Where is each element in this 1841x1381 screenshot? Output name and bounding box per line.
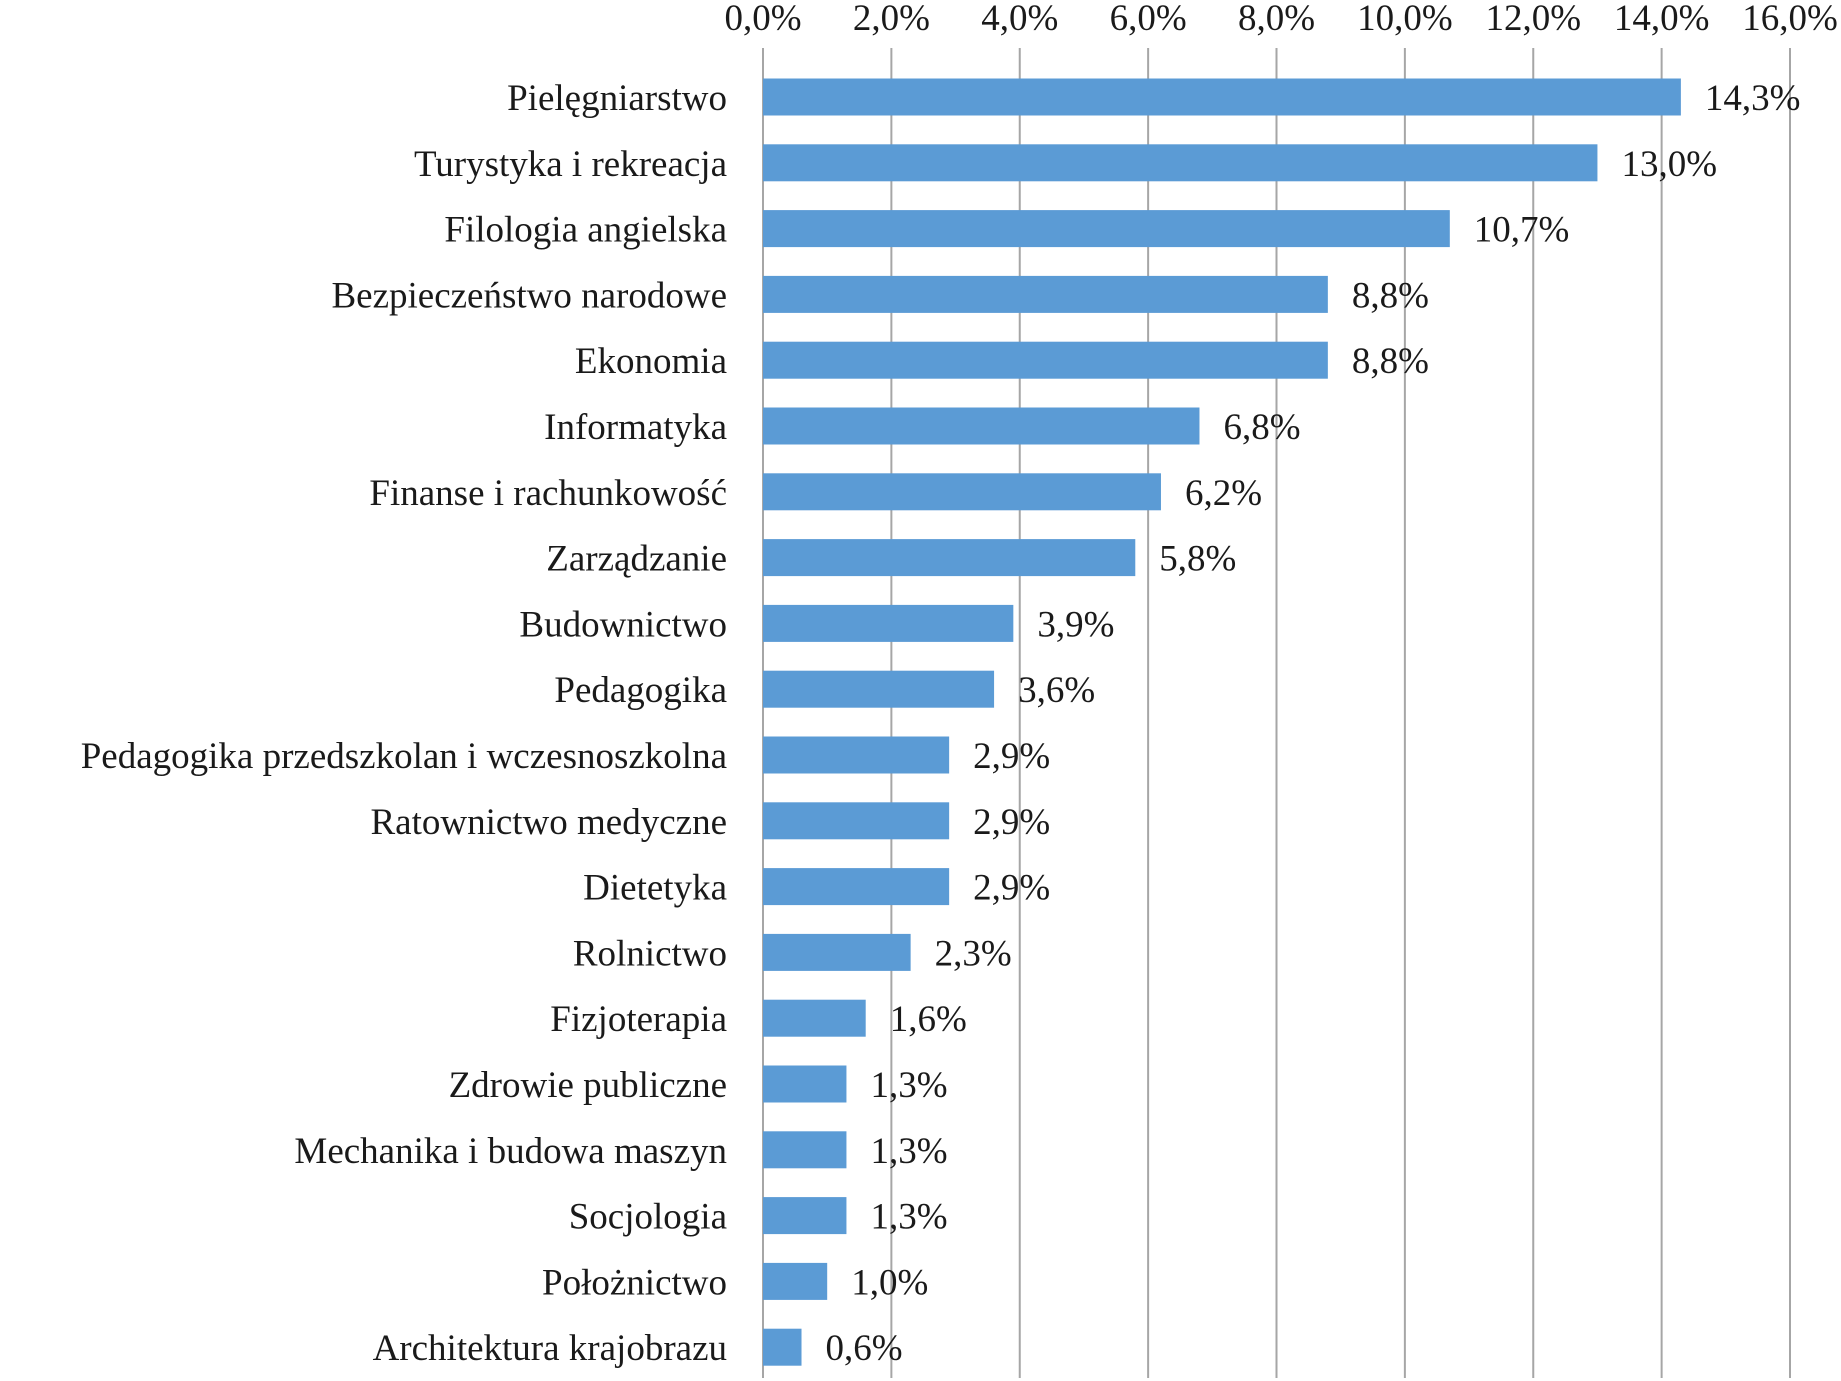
bar bbox=[763, 868, 950, 906]
category-label: Zdrowie publiczne bbox=[449, 1065, 727, 1106]
category-label: Rolnictwo bbox=[573, 933, 727, 974]
bar bbox=[763, 736, 950, 774]
category-label: Socjologia bbox=[569, 1197, 727, 1238]
value-label: 8,8% bbox=[1352, 275, 1429, 316]
category-label: Dietetyka bbox=[583, 868, 727, 909]
value-label: 2,9% bbox=[973, 736, 1050, 777]
category-label: Ratownictwo medyczne bbox=[370, 802, 727, 843]
category-label: Fizjoterapia bbox=[550, 999, 727, 1040]
value-label: 3,9% bbox=[1037, 604, 1114, 645]
bar bbox=[763, 78, 1681, 116]
bar bbox=[763, 407, 1200, 445]
category-label: Pielęgniarstwo bbox=[507, 78, 727, 119]
category-label: Architektura krajobrazu bbox=[373, 1328, 727, 1369]
category-label: Filologia angielska bbox=[444, 210, 727, 251]
x-tick-label: 0,0% bbox=[724, 0, 801, 39]
value-label: 2,9% bbox=[973, 868, 1050, 909]
value-label: 1,3% bbox=[870, 1131, 947, 1172]
x-tick-label: 8,0% bbox=[1238, 0, 1315, 39]
value-label: 1,3% bbox=[870, 1197, 947, 1238]
bar bbox=[763, 1065, 847, 1103]
value-label: 5,8% bbox=[1159, 539, 1236, 580]
bar bbox=[763, 1262, 828, 1300]
bar bbox=[763, 1197, 847, 1235]
value-label: 6,8% bbox=[1223, 407, 1300, 448]
value-label: 1,3% bbox=[870, 1065, 947, 1106]
bars bbox=[763, 78, 1681, 1366]
x-tick-label: 12,0% bbox=[1485, 0, 1581, 39]
value-label: 3,6% bbox=[1018, 670, 1095, 711]
bar bbox=[763, 604, 1014, 642]
value-label: 14,3% bbox=[1705, 78, 1801, 119]
value-label: 6,2% bbox=[1185, 473, 1262, 514]
x-tick-label: 2,0% bbox=[853, 0, 930, 39]
value-label: 2,3% bbox=[935, 933, 1012, 974]
x-tick-label: 10,0% bbox=[1357, 0, 1453, 39]
category-label: Ekonomia bbox=[575, 341, 727, 382]
category-label: Mechanika i budowa maszyn bbox=[294, 1131, 727, 1172]
category-label: Finanse i rachunkowość bbox=[369, 473, 727, 514]
value-label: 10,7% bbox=[1474, 210, 1570, 251]
bar bbox=[763, 1328, 802, 1366]
x-tick-label: 6,0% bbox=[1110, 0, 1187, 39]
x-axis-tick-labels: 0,0% 2,0% 4,0% 6,0% 8,0% 10,0% 12,0% 14,0% 16,0% bbox=[724, 0, 1837, 39]
category-labels: Pielęgniarstwo Turystyka i rekreacja Filol… bbox=[81, 78, 727, 1369]
category-label: Zarządzanie bbox=[546, 539, 727, 580]
category-label: Turystyka i rekreacja bbox=[414, 144, 727, 185]
value-label: 8,8% bbox=[1352, 341, 1429, 382]
bar bbox=[763, 999, 866, 1037]
gridlines bbox=[762, 48, 1791, 1378]
bar bbox=[763, 341, 1328, 379]
value-label: 0,6% bbox=[826, 1328, 903, 1369]
bar bbox=[763, 1131, 847, 1169]
x-tick-label: 16,0% bbox=[1742, 0, 1838, 39]
category-label: Bezpieczeństwo narodowe bbox=[331, 275, 727, 316]
bar bbox=[763, 210, 1450, 248]
x-tick-label: 4,0% bbox=[981, 0, 1058, 39]
category-label: Pedagogika przedszkolan i wczesnoszkolna bbox=[81, 736, 727, 777]
value-label: 1,6% bbox=[890, 999, 967, 1040]
bar bbox=[763, 473, 1161, 511]
value-labels: 14,3% 13,0% 10,7% 8,8% 8,8% 6,8% 6,2% 5,8% 3,9% 3… bbox=[826, 78, 1801, 1369]
category-label: Pedagogika bbox=[554, 670, 727, 711]
category-label: Informatyka bbox=[544, 407, 727, 448]
value-label: 13,0% bbox=[1621, 144, 1717, 185]
bar bbox=[763, 144, 1598, 182]
bar bbox=[763, 933, 911, 971]
value-label: 1,0% bbox=[851, 1262, 928, 1303]
bar bbox=[763, 275, 1328, 313]
bar bbox=[763, 802, 950, 840]
category-label: Położnictwo bbox=[542, 1262, 727, 1303]
bar bbox=[763, 539, 1136, 577]
bar bbox=[763, 670, 995, 708]
category-label: Budownictwo bbox=[519, 604, 727, 645]
x-tick-label: 14,0% bbox=[1614, 0, 1710, 39]
value-label: 2,9% bbox=[973, 802, 1050, 843]
